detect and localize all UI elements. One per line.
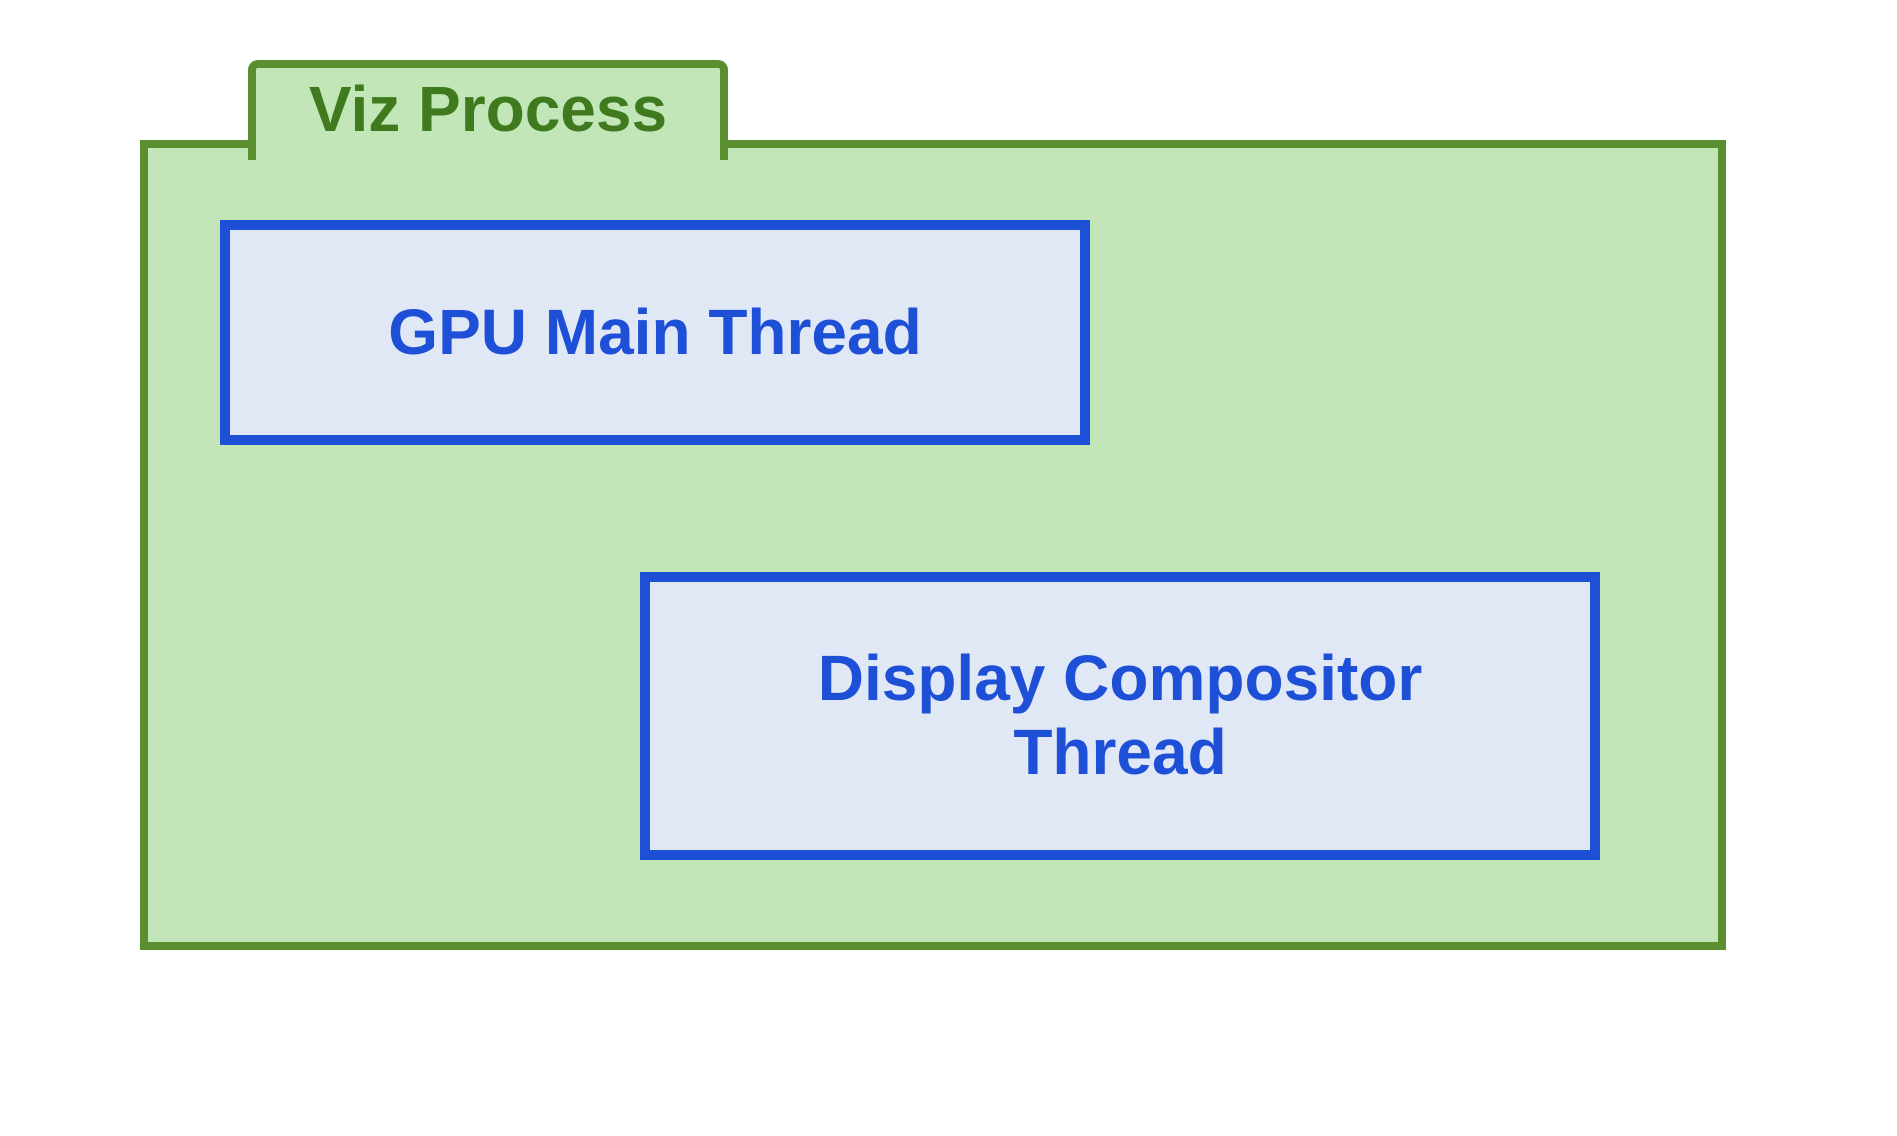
display-compositor-thread-box: Display CompositorThread	[640, 572, 1600, 860]
diagram-canvas: Viz Process GPU Main Thread Display Comp…	[0, 0, 1897, 1136]
gpu-main-thread-box: GPU Main Thread	[220, 220, 1090, 445]
viz-process-tab: Viz Process	[248, 60, 728, 160]
viz-process-label: Viz Process	[309, 72, 667, 146]
display-compositor-thread-label: Display CompositorThread	[818, 642, 1423, 789]
gpu-main-thread-label: GPU Main Thread	[388, 296, 921, 370]
